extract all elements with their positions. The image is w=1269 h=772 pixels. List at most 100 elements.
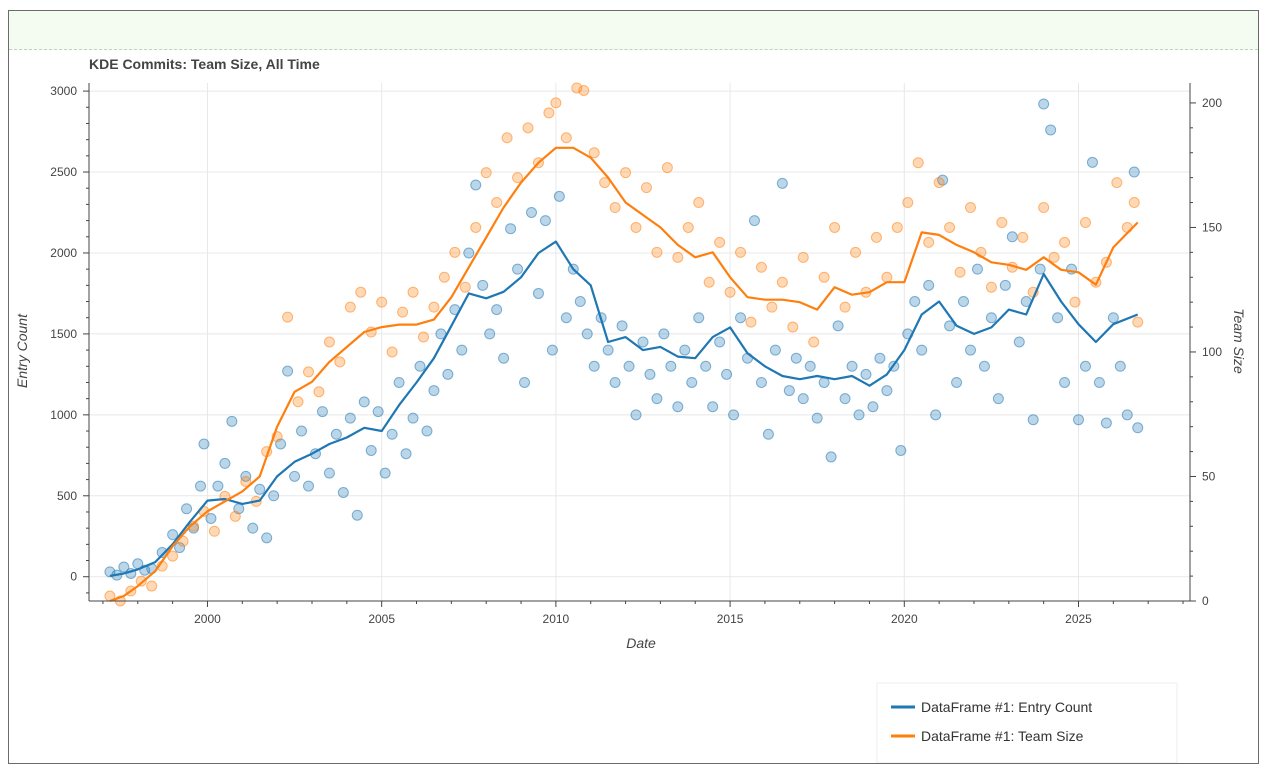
entry-count-point [379,467,391,479]
team-size-point [560,132,572,144]
entry-count-point [525,207,537,218]
team-size-point [745,316,757,328]
team-size-point [303,366,315,378]
entry-count-point [1027,414,1039,426]
entry-count-point [532,287,544,299]
entry-count-point [616,320,628,332]
x-tick-label: 2015 [717,612,744,626]
team-size-point [891,221,903,233]
entry-count-point [344,412,356,424]
entry-count-point [1006,231,1018,243]
team-size-point [1128,197,1140,209]
y-left-tick-label: 1500 [50,327,77,341]
team-size-point [672,251,684,263]
team-size-point [355,286,367,298]
entry-count-point [992,393,1004,405]
entry-count-point [755,376,767,388]
entry-count-point [296,425,308,437]
team-size-point [933,177,945,189]
x-tick-label: 2010 [543,612,570,626]
team-size-point [766,301,778,313]
entry-count-point [407,412,419,424]
entry-count-point [428,385,440,397]
entry-count-point [303,480,315,492]
team-size-point [543,107,555,119]
entry-count-point [1093,376,1105,388]
team-size-point [797,251,809,263]
entry-count-point [985,312,997,324]
y-left-tick-label: 2500 [50,165,77,179]
team-size-point [334,356,346,368]
team-size-point [512,172,524,184]
entry-count-point [1038,98,1050,110]
y-left-tick-label: 3000 [50,84,77,98]
team-size-point [609,202,621,214]
entry-count-point [1045,124,1057,136]
entry-count-point [930,409,942,421]
entry-count-point [721,368,733,380]
entry-count-point [546,344,558,356]
entry-count-point [797,393,809,405]
entry-count-point [519,376,531,388]
team-size-point [599,177,611,189]
entry-count-point [539,215,551,227]
entry-count-point [442,368,454,380]
entry-count-point [846,360,858,372]
team-size-point [944,221,956,233]
team-size-point [449,246,461,258]
legend-box [876,682,1178,763]
entry-count-point [971,263,983,275]
entry-count-point [330,428,342,440]
team-size-point [578,84,590,96]
team-size-point [985,281,997,293]
team-size-point [1079,216,1091,228]
team-size-point [459,281,471,293]
team-size-point [640,182,652,194]
team-size-point [240,475,252,487]
entry-count-point [491,304,503,316]
team-size-point [428,301,440,313]
team-size-point [682,221,694,233]
y-left-tick-label: 2000 [50,246,77,260]
legend-label-team-size: DataFrame #1: Team Size [921,728,1084,744]
team-size-point [651,246,663,258]
team-size-point [501,132,513,144]
entry-count-point [463,247,475,259]
entry-count-point [958,296,970,308]
team-size-point [588,147,600,159]
entry-count-point [825,451,837,463]
entry-count-point [1132,422,1144,434]
team-size-point [1038,202,1050,214]
team-size-point [818,271,830,283]
trend-lines [109,146,1139,603]
team-size-point [912,157,924,169]
entry-count-point [978,360,990,372]
team-size-point [850,246,862,258]
entry-count-point [400,448,412,460]
team-size-point [839,301,851,313]
team-size-point [292,396,304,408]
entry-count-point [686,376,698,388]
entry-count-point [1114,360,1126,372]
team-size-point [229,510,241,522]
team-size-point [693,197,705,209]
entry-count-point [728,409,740,421]
team-size-point [344,301,356,313]
x-tick-label: 2005 [368,612,395,626]
entry-count-point [832,320,844,332]
entry-count-point [560,312,572,324]
team-size-point [550,97,562,109]
entry-count-point [316,406,328,418]
entry-count-point [811,412,823,424]
team-size-point [470,221,482,233]
team-size-point [188,520,200,532]
entry-count-point [881,385,893,397]
entry-count-point [498,352,510,364]
team-size-point [954,266,966,278]
team-size-point [407,286,419,298]
entry-count-point [748,215,760,227]
team-size-point [491,197,503,209]
entry-count-point [944,320,956,332]
x-axis-title: Date [626,635,656,651]
team-size-point [808,336,820,348]
